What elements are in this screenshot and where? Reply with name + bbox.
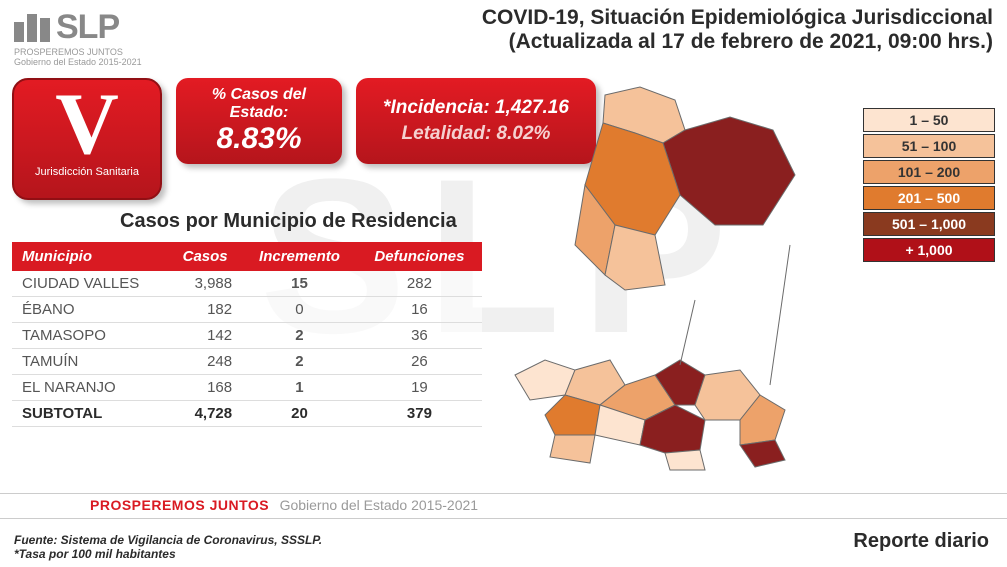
cell-incremento: 2 xyxy=(242,323,357,349)
map-legend: 1 – 5051 – 100101 – 200201 – 500501 – 1,… xyxy=(863,108,995,264)
cell-municipio: ÉBANO xyxy=(12,297,168,323)
header-title-2: (Actualizada al 17 de febrero de 2021, 0… xyxy=(482,30,993,54)
cell-municipio: TAMASOPO xyxy=(12,323,168,349)
casos-value: 8.83% xyxy=(176,122,342,156)
th-defunciones: Defunciones xyxy=(357,242,482,271)
subtotal-label: SUBTOTAL xyxy=(12,401,168,427)
map-region xyxy=(663,117,795,225)
table-row: EL NARANJO168119 xyxy=(12,375,482,401)
header-title-1: COVID-19, Situación Epidemiológica Juris… xyxy=(482,6,993,30)
legend-level: 501 – 1,000 xyxy=(863,212,995,236)
stat-pill-casos: % Casos del Estado: 8.83% xyxy=(176,78,342,164)
cell-casos: 168 xyxy=(168,375,242,401)
logo-sub1: PROSPEREMOS JUNTOS xyxy=(14,47,142,57)
table-row: TAMASOPO142236 xyxy=(12,323,482,349)
cell-defunciones: 36 xyxy=(357,323,482,349)
casos-label-2: Estado: xyxy=(176,104,342,122)
cell-incremento: 15 xyxy=(242,271,357,297)
legend-level: 201 – 500 xyxy=(863,186,995,210)
jurisdiction-letter: V xyxy=(14,80,160,170)
jurisdiction-sub: Jurisdicción Sanitaria xyxy=(14,166,160,178)
cell-municipio: TAMUÍN xyxy=(12,349,168,375)
report-label: Reporte diario xyxy=(853,530,989,553)
footer-gov: Gobierno del Estado 2015-2021 xyxy=(280,497,478,513)
map-callout-line xyxy=(680,300,695,365)
map-callout-line xyxy=(770,245,790,385)
legend-level: 51 – 100 xyxy=(863,134,995,158)
header-titles: COVID-19, Situación Epidemiológica Juris… xyxy=(482,6,993,54)
legend-level: 1 – 50 xyxy=(863,108,995,132)
logo-sub2: Gobierno del Estado 2015-2021 xyxy=(14,57,142,67)
table-row: CIUDAD VALLES3,98815282 xyxy=(12,271,482,297)
subtotal-inc: 20 xyxy=(242,401,357,427)
legend-level: + 1,000 xyxy=(863,238,995,262)
table-subtotal-row: SUBTOTAL4,72820379 xyxy=(12,401,482,427)
cell-municipio: CIUDAD VALLES xyxy=(12,271,168,297)
th-casos: Casos xyxy=(168,242,242,271)
footnote-source: Fuente: Sistema de Vigilancia de Coronav… xyxy=(14,533,322,547)
cell-incremento: 0 xyxy=(242,297,357,323)
cell-defunciones: 26 xyxy=(357,349,482,375)
cell-casos: 3,988 xyxy=(168,271,242,297)
cell-municipio: EL NARANJO xyxy=(12,375,168,401)
cell-incremento: 2 xyxy=(242,349,357,375)
th-municipio: Municipio xyxy=(12,242,168,271)
map-region xyxy=(550,435,595,463)
footnote-rate: *Tasa por 100 mil habitantes xyxy=(14,547,322,561)
cell-casos: 182 xyxy=(168,297,242,323)
subtotal-casos: 4,728 xyxy=(168,401,242,427)
legend-level: 101 – 200 xyxy=(863,160,995,184)
cell-incremento: 1 xyxy=(242,375,357,401)
cell-defunciones: 16 xyxy=(357,297,482,323)
subtotal-def: 379 xyxy=(357,401,482,427)
th-incremento: Incremento xyxy=(242,242,357,271)
map-region xyxy=(665,450,705,470)
logo-block: SLP PROSPEREMOS JUNTOS Gobierno del Esta… xyxy=(14,8,142,67)
cell-casos: 142 xyxy=(168,323,242,349)
table-title: Casos por Municipio de Residencia xyxy=(120,210,457,233)
logo-bars-icon xyxy=(14,14,50,42)
footnotes: Fuente: Sistema de Vigilancia de Coronav… xyxy=(14,533,322,561)
cell-defunciones: 19 xyxy=(357,375,482,401)
footer-bar: PROSPEREMOS JUNTOS Gobierno del Estado 2… xyxy=(0,493,1007,519)
logo-abbr: SLP xyxy=(56,8,119,47)
cell-casos: 248 xyxy=(168,349,242,375)
table-row: TAMUÍN248226 xyxy=(12,349,482,375)
casos-label-1: % Casos del xyxy=(176,86,342,104)
map-region xyxy=(740,440,785,467)
map-region xyxy=(605,225,665,290)
jurisdiction-badge: V Jurisdicción Sanitaria xyxy=(12,78,162,200)
footer-slogan: PROSPEREMOS JUNTOS xyxy=(90,497,269,513)
table-row: ÉBANO182016 xyxy=(12,297,482,323)
cell-defunciones: 282 xyxy=(357,271,482,297)
cases-table: Municipio Casos Incremento Defunciones C… xyxy=(12,242,482,427)
